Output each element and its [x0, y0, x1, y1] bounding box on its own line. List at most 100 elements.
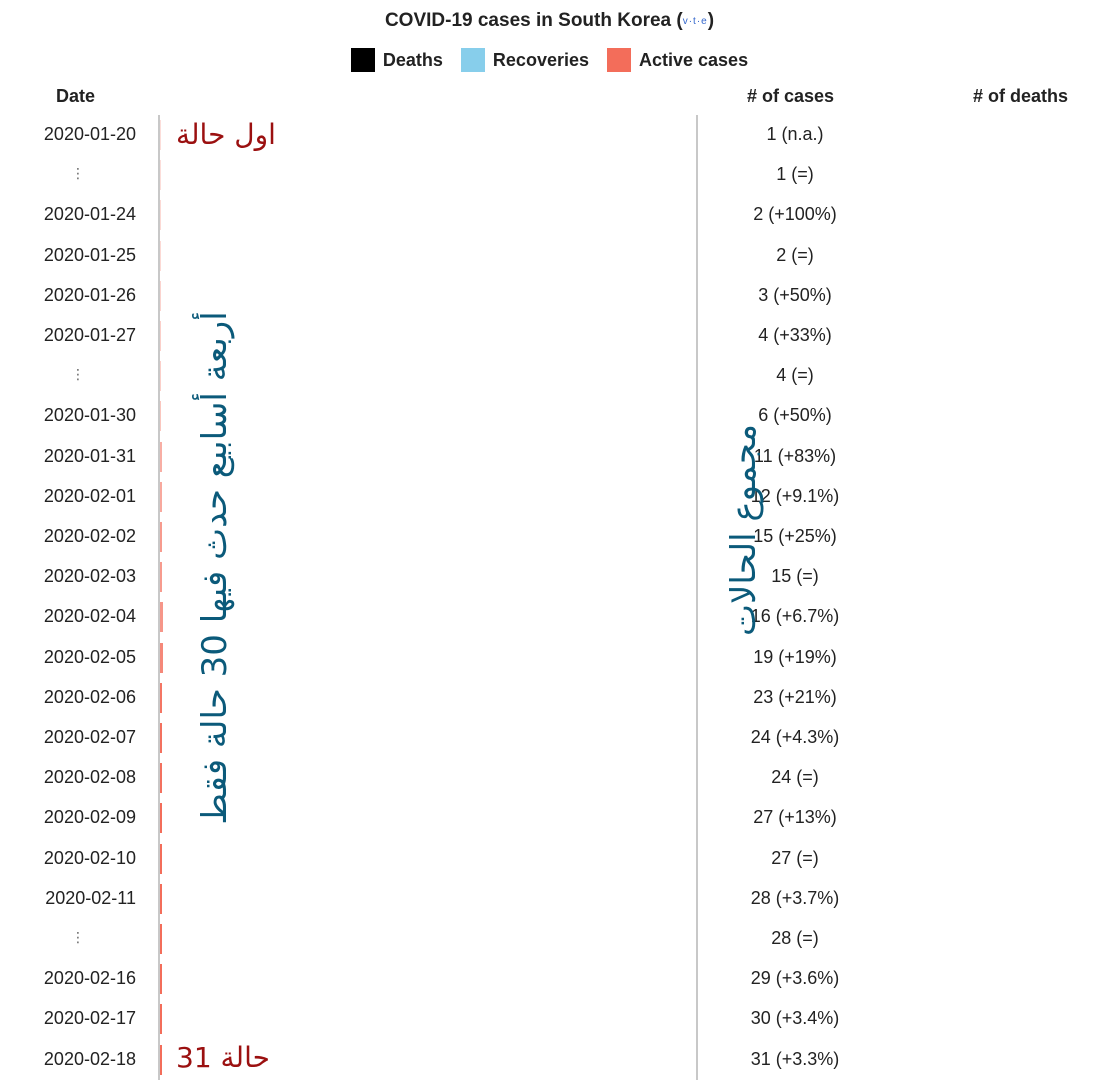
chart-row: 2020-01-24 2 (+100%)	[0, 195, 1099, 235]
chart-row: 2020-02-07 24 (+4.3%)	[0, 718, 1099, 758]
row-cases-label: 1 (n.a.)	[766, 124, 824, 144]
active-cases-bar	[160, 280, 161, 311]
active-cases-bar	[160, 803, 162, 834]
row-cases-label: 24 (+4.3%)	[750, 727, 840, 747]
row-date-label: 2020-01-25	[43, 244, 136, 265]
chart-row: 2020-02-05 19 (+19%)	[0, 638, 1099, 678]
active-cases-bar	[160, 763, 162, 794]
row-date-label: 2020-01-30	[43, 405, 136, 426]
row-date-label: 2020-01-31	[43, 445, 136, 466]
row-cases-label: 3 (+50%)	[758, 284, 832, 305]
row-cases-label: 28 (+3.7%)	[750, 887, 840, 908]
chart-row: 2020-01-26 3 (+50%)	[0, 276, 1099, 316]
row-date-label[interactable]: ⋮	[71, 929, 85, 945]
row-cases-label: 15 (=)	[771, 566, 819, 587]
active-cases-bar	[160, 1004, 163, 1035]
row-cases-label: 2 (=)	[776, 244, 814, 265]
chart-legend: Deaths Recoveries Active cases	[0, 48, 1099, 72]
row-date-label: 2020-02-01	[43, 485, 136, 506]
active-cases-bar	[160, 723, 162, 753]
vte-links[interactable]: (v·t·e)	[676, 10, 715, 31]
legend-swatch-active	[607, 48, 631, 72]
row-date-label: 2020-02-05	[43, 646, 136, 667]
active-cases-bar	[160, 160, 161, 191]
row-date-label: 2020-01-24	[43, 204, 136, 225]
legend-item-active: Active cases	[607, 48, 748, 72]
chart-row: 2020-02-16 29 (+3.6%)	[0, 959, 1099, 999]
vte-links-text[interactable]: v·t·e	[682, 16, 708, 27]
row-cases-label: 29 (+3.6%)	[750, 968, 840, 989]
row-cases-label: 24 (=)	[771, 767, 819, 788]
row-cases-label: 16 (+6.7%)	[750, 606, 840, 627]
row-date-label: 2020-02-02	[43, 526, 136, 546]
column-header-date: Date	[56, 86, 96, 106]
chart-row: 2020-02-04 16 (+6.7%)	[0, 597, 1099, 637]
row-cases-label: 4 (+33%)	[758, 325, 832, 345]
row-cases-label: 27 (=)	[771, 847, 819, 868]
chart-row: 2020-01-31 11 (+83%)	[0, 437, 1099, 477]
row-date-label: 2020-01-27	[43, 325, 136, 345]
chart-row: 2020-01-30 6 (+50%)	[0, 396, 1099, 436]
chart-title: COVID-19 cases in South Korea (v·t·e)	[0, 10, 1099, 32]
chart-title-text: COVID-19 cases in South Korea	[384, 10, 672, 31]
chart-row: 2020-02-18 31 (+3.3%)	[0, 1040, 1099, 1080]
chart-row: 2020-02-10 27 (=)	[0, 839, 1099, 879]
legend-swatch-deaths	[350, 48, 375, 72]
row-cases-label: 2 (+100%)	[753, 204, 837, 225]
row-date-label: 2020-02-09	[43, 807, 136, 828]
row-date-label: 2020-01-20	[43, 124, 136, 144]
legend-label-active: Active cases	[639, 49, 749, 70]
column-header-cases: # of cases	[747, 86, 835, 106]
chart-row: 2020-02-01 12 (+9.1%)	[0, 477, 1099, 517]
legend-label-deaths: Deaths	[382, 49, 443, 70]
chart-row: ⋮ 28 (=)	[0, 919, 1099, 959]
row-cases-label: 30 (+3.4%)	[750, 1008, 840, 1029]
row-date-label: 2020-02-08	[43, 767, 136, 788]
row-cases-label: 23 (+21%)	[753, 686, 837, 707]
chart-row: ⋮ 1 (=)	[0, 155, 1099, 195]
row-date-label: 2020-02-16	[43, 968, 136, 989]
row-cases-label: 27 (+13%)	[753, 807, 837, 828]
legend-item-recoveries: Recoveries	[460, 48, 589, 72]
row-cases-label: 6 (+50%)	[758, 405, 832, 426]
row-cases-label: 19 (+19%)	[753, 646, 837, 667]
legend-label-recoveries: Recoveries	[492, 49, 589, 70]
active-cases-bar	[160, 361, 161, 392]
active-cases-bar	[160, 682, 162, 713]
row-cases-label: 12 (+9.1%)	[750, 485, 840, 506]
active-cases-bar	[160, 843, 162, 874]
chart-row: 2020-02-17 30 (+3.4%)	[0, 999, 1099, 1039]
active-cases-bar	[160, 1044, 163, 1075]
chart-row: 2020-02-06 23 (+21%)	[0, 678, 1099, 718]
cases-divider-line	[696, 115, 698, 1080]
active-cases-bar	[160, 964, 163, 995]
row-date-label: 2020-02-10	[43, 847, 136, 868]
chart-row: 2020-02-08 24 (=)	[0, 758, 1099, 798]
annotation-case-31: حالة 31	[176, 1041, 270, 1074]
row-date-label[interactable]: ⋮	[71, 165, 85, 182]
row-date-label[interactable]: ⋮	[71, 366, 85, 383]
row-date-label: 2020-02-03	[43, 566, 136, 587]
row-date-label: 2020-01-26	[43, 284, 136, 305]
active-cases-bar	[160, 240, 161, 271]
chart-row: 2020-02-09 27 (+13%)	[0, 798, 1099, 838]
chart-row: 2020-02-11 28 (+3.7%)	[0, 879, 1099, 919]
row-cases-label: 15 (+25%)	[753, 526, 837, 546]
bar-axis-line	[158, 115, 160, 1080]
row-date-label: 2020-02-17	[43, 1008, 136, 1029]
row-date-label: 2020-02-11	[45, 887, 136, 908]
annotation-four-weeks: أربعة أسابيع حدث فيها 30 حالة فقط	[195, 311, 235, 825]
active-cases-bar	[160, 401, 161, 432]
row-cases-label: 28 (=)	[771, 928, 819, 948]
active-cases-bar	[160, 883, 163, 914]
active-cases-bar	[160, 481, 162, 512]
chart-row: 2020-01-25 2 (=)	[0, 236, 1099, 276]
annotation-total-cases: مجموع الحالات	[724, 424, 764, 636]
chart-row: 2020-01-27 4 (+33%)	[0, 316, 1099, 356]
legend-item-deaths: Deaths	[350, 48, 443, 72]
active-cases-bar	[160, 602, 163, 633]
row-cases-label: 11 (+83%)	[753, 445, 837, 466]
active-cases-bar	[160, 321, 161, 351]
active-cases-bar	[160, 522, 163, 552]
row-cases-label: 4 (=)	[776, 365, 814, 386]
